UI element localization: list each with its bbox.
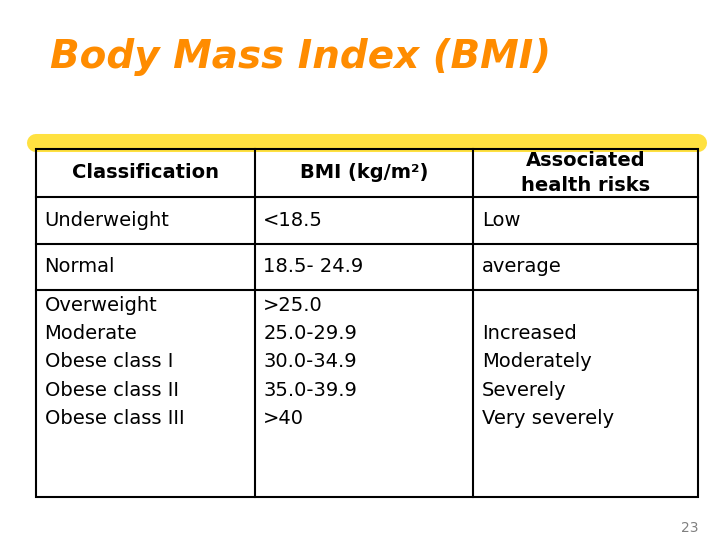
Text: <18.5: <18.5: [264, 211, 323, 230]
Text: Classification: Classification: [72, 164, 219, 183]
Bar: [36, 148, 698, 497]
Text: 23: 23: [681, 521, 698, 535]
Text: Low: Low: [482, 211, 521, 230]
Text: Underweight: Underweight: [45, 211, 169, 230]
Text: Increased
Moderately
Severely
Very severely: Increased Moderately Severely Very sever…: [482, 295, 614, 428]
Text: Overweight
Moderate
Obese class I
Obese class II
Obese class III: Overweight Moderate Obese class I Obese …: [45, 295, 184, 428]
Text: Body Mass Index (BMI): Body Mass Index (BMI): [50, 38, 552, 76]
Text: Normal: Normal: [45, 258, 115, 276]
Text: 18.5- 24.9: 18.5- 24.9: [264, 258, 364, 276]
Text: average: average: [482, 258, 562, 276]
Text: Associated
health risks: Associated health risks: [521, 151, 650, 195]
Text: >25.0
25.0-29.9
30.0-34.9
35.0-39.9
>40: >25.0 25.0-29.9 30.0-34.9 35.0-39.9 >40: [264, 295, 357, 428]
Text: BMI (kg/m²): BMI (kg/m²): [300, 164, 428, 183]
